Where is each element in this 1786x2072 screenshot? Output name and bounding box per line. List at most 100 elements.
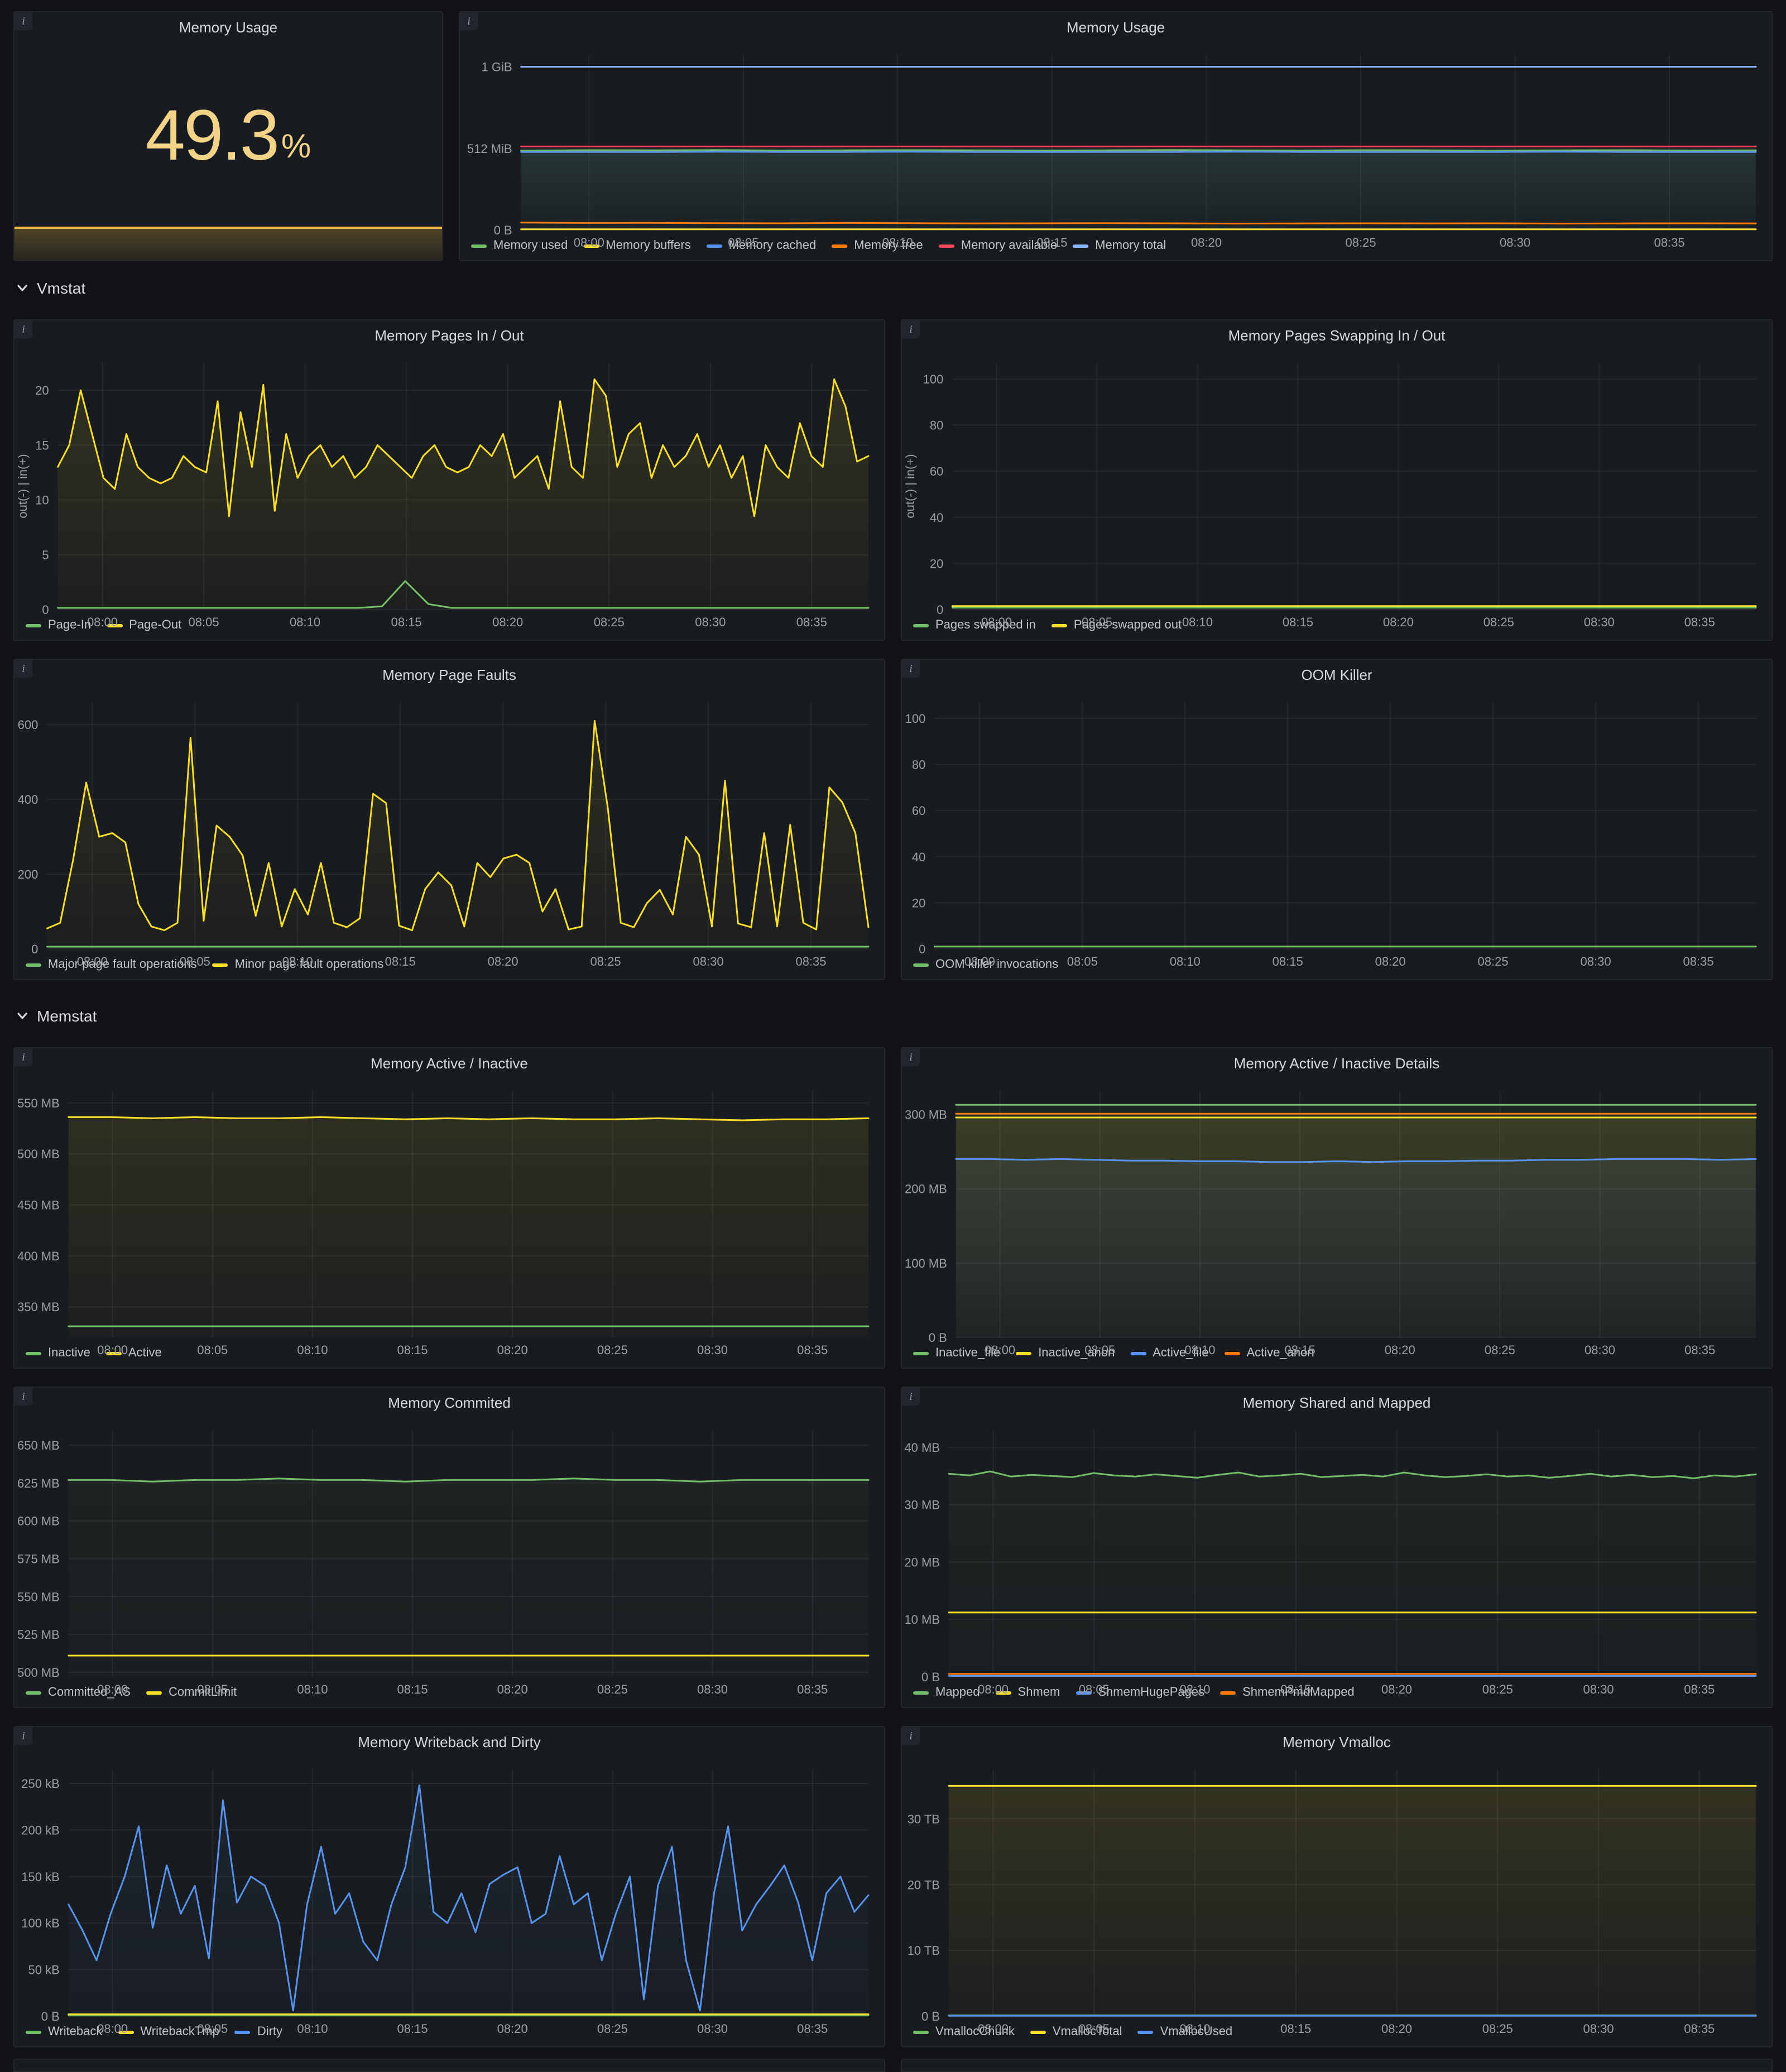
legend-item[interactable]: VmallocChunk bbox=[913, 2025, 1015, 2039]
legend-item[interactable]: VmallocUsed bbox=[1137, 2025, 1232, 2039]
legend-item[interactable]: Shmem bbox=[995, 1686, 1060, 1699]
svg-text:30 MB: 30 MB bbox=[904, 1498, 940, 1512]
legend-item[interactable]: Committed_AS bbox=[26, 1686, 131, 1699]
svg-text:100: 100 bbox=[905, 712, 926, 726]
svg-text:150 kB: 150 kB bbox=[21, 1870, 60, 1884]
panel-title[interactable]: Memory Vmalloc bbox=[1283, 1734, 1391, 1750]
chart-area[interactable]: 08:00 08:05 08:10 08:15 08:20 08:25 08:30 08:35… bbox=[15, 1419, 884, 1696]
legend-item[interactable]: Pages swapped in bbox=[913, 618, 1036, 632]
svg-text:08:30: 08:30 bbox=[1585, 1343, 1615, 1357]
legend-item[interactable]: Active_anon bbox=[1224, 1346, 1314, 1360]
legend-item[interactable]: WritebackTmp bbox=[118, 2025, 219, 2039]
panel-title[interactable]: Memory Usage bbox=[1066, 19, 1165, 36]
legend-item[interactable]: OOM killer invocations bbox=[913, 958, 1058, 971]
chart-area[interactable]: 08:00 08:05 08:10 08:15 08:20 08:25 08:30 08:35… bbox=[15, 1758, 884, 2036]
legend-swatch bbox=[212, 963, 228, 966]
svg-text:08:15: 08:15 bbox=[1283, 615, 1313, 629]
legend-item[interactable]: Page-Out bbox=[107, 618, 181, 632]
legend-item[interactable]: Memory total bbox=[1073, 239, 1166, 252]
legend-item[interactable]: Active_file bbox=[1130, 1346, 1208, 1360]
legend-swatch bbox=[107, 623, 123, 627]
panel-info-icon[interactable]: i bbox=[15, 12, 32, 30]
svg-text:08:05: 08:05 bbox=[197, 1682, 228, 1696]
legend-item[interactable]: Memory free bbox=[832, 239, 923, 252]
svg-text:08:15: 08:15 bbox=[397, 1682, 428, 1696]
legend-item[interactable]: Memory cached bbox=[706, 239, 816, 252]
panel-info-icon[interactable]: i bbox=[15, 320, 32, 338]
panel-title[interactable]: Memory Active / Inactive bbox=[371, 1055, 528, 1072]
chart-area[interactable]: 08:00 08:05 08:10 08:15 08:20 08:25 08:30 08:35… bbox=[902, 1419, 1771, 1696]
panel-title[interactable]: Memory Active / Inactive Details bbox=[1233, 1055, 1440, 1072]
svg-text:08:15: 08:15 bbox=[1285, 1343, 1316, 1357]
legend-item[interactable]: Active bbox=[105, 1346, 162, 1360]
legend-item[interactable]: Major page fault operations bbox=[26, 958, 197, 971]
legend-item[interactable]: Page-In bbox=[26, 618, 91, 632]
chart-area[interactable]: 08:00 08:05 08:10 08:15 08:20 08:25 08:30 08:35… bbox=[902, 691, 1771, 968]
panel-title[interactable]: Memory Writeback and Dirty bbox=[358, 1734, 541, 1750]
legend-item[interactable]: Mapped bbox=[913, 1686, 980, 1699]
legend-item[interactable]: Memory available bbox=[938, 239, 1057, 252]
legend-label: Pages swapped out bbox=[1073, 618, 1182, 632]
legend-item[interactable]: CommitLimit bbox=[146, 1686, 237, 1699]
legend-item[interactable]: Inactive bbox=[26, 1346, 90, 1360]
legend-item[interactable]: Minor page fault operations bbox=[212, 958, 383, 971]
legend-item[interactable]: Inactive_file bbox=[913, 1346, 1000, 1360]
svg-text:450 MB: 450 MB bbox=[17, 1198, 60, 1212]
svg-text:08:05: 08:05 bbox=[197, 1343, 228, 1357]
svg-text:08:25: 08:25 bbox=[1483, 615, 1514, 629]
gauge-number: 49.3 bbox=[145, 95, 280, 175]
svg-text:08:30: 08:30 bbox=[697, 1343, 728, 1357]
panel-info-icon[interactable]: i bbox=[902, 1048, 920, 1066]
panel-memory-writeback-dirty: i Memory Writeback and Dirty 08:00 08:05 0… bbox=[13, 1726, 885, 2047]
panel-info-icon[interactable]: i bbox=[15, 1388, 32, 1406]
panel-info-icon[interactable]: i bbox=[902, 1727, 920, 1745]
legend-item[interactable]: ShmemPmdMapped bbox=[1220, 1686, 1355, 1699]
panel-title[interactable]: Memory Pages Swapping In / Out bbox=[1228, 327, 1446, 344]
legend-item[interactable]: ShmemHugePages bbox=[1076, 1686, 1204, 1699]
chart-area[interactable]: 08:00 08:05 08:10 08:15 08:20 08:25 08:30 08:35… bbox=[902, 1758, 1771, 2036]
panel-title[interactable]: Memory Pages In / Out bbox=[375, 327, 524, 344]
svg-text:100 kB: 100 kB bbox=[21, 1916, 60, 1930]
legend-item[interactable]: VmallocTotal bbox=[1030, 2025, 1122, 2039]
legend-item[interactable]: Inactive_anon bbox=[1016, 1346, 1115, 1360]
panel-info-icon[interactable]: i bbox=[15, 1048, 32, 1066]
section-memstat[interactable]: Memstat bbox=[16, 998, 1773, 1034]
svg-text:out(-) | in(+): out(-) | in(+) bbox=[903, 454, 917, 518]
legend-item[interactable]: Writeback bbox=[26, 2025, 102, 2039]
panel-title[interactable]: Memory Commited bbox=[388, 1394, 511, 1411]
panel-title[interactable]: Memory Shared and Mapped bbox=[1242, 1394, 1431, 1411]
chart-area[interactable]: 08:00 08:05 08:10 08:15 08:20 08:25 08:30 08:35… bbox=[902, 352, 1771, 629]
chart-area[interactable]: 08:00 08:05 08:10 08:15 08:20 08:25 08:30 08:35… bbox=[460, 44, 1771, 250]
chart-canvas: 08:00 08:05 08:10 08:15 08:20 08:25 08:30 08:35… bbox=[904, 1430, 1757, 1696]
legend-item[interactable]: Memory used bbox=[471, 239, 568, 252]
panel-info-icon[interactable]: i bbox=[15, 1727, 32, 1745]
legend-swatch bbox=[995, 1691, 1011, 1694]
svg-text:08:35: 08:35 bbox=[797, 2022, 828, 2036]
panel-partial bbox=[901, 2059, 1773, 2072]
panel-info-icon[interactable]: i bbox=[902, 1388, 920, 1406]
panel-info-icon[interactable]: i bbox=[902, 660, 920, 678]
legend-item[interactable]: Memory buffers bbox=[583, 239, 691, 252]
svg-text:08:20: 08:20 bbox=[1383, 615, 1414, 629]
chart-area[interactable]: 08:00 08:05 08:10 08:15 08:20 08:25 08:30 08:35… bbox=[15, 1080, 884, 1357]
row-memstat-3: i Memory Writeback and Dirty 08:00 08:05 0… bbox=[13, 1726, 1773, 2047]
chart-area[interactable]: 08:00 08:05 08:10 08:15 08:20 08:25 08:30 08:35… bbox=[15, 352, 884, 629]
svg-text:0: 0 bbox=[919, 942, 925, 956]
legend-item[interactable]: Dirty bbox=[234, 2025, 282, 2039]
chart-area[interactable]: 08:00 08:05 08:10 08:15 08:20 08:25 08:30 08:35… bbox=[902, 1080, 1771, 1357]
chart-area[interactable]: 08:00 08:05 08:10 08:15 08:20 08:25 08:30 08:35… bbox=[15, 691, 884, 968]
panel-title[interactable]: Memory Page Faults bbox=[382, 666, 516, 683]
panel-info-icon[interactable]: i bbox=[902, 320, 920, 338]
svg-text:200 MB: 200 MB bbox=[905, 1182, 947, 1196]
section-vmstat[interactable]: Vmstat bbox=[16, 270, 1773, 306]
svg-text:08:20: 08:20 bbox=[1375, 955, 1406, 968]
panel-info-icon[interactable]: i bbox=[15, 660, 32, 678]
svg-text:200: 200 bbox=[18, 867, 39, 881]
panel-title[interactable]: Memory Usage bbox=[179, 19, 278, 36]
legend: Writeback WritebackTmp Dirty bbox=[15, 2025, 884, 2046]
svg-text:08:15: 08:15 bbox=[391, 615, 422, 629]
panel-info-icon[interactable]: i bbox=[460, 12, 478, 30]
legend-label: ShmemPmdMapped bbox=[1242, 1686, 1355, 1699]
panel-title[interactable]: OOM Killer bbox=[1301, 666, 1372, 683]
legend-item[interactable]: Pages swapped out bbox=[1051, 618, 1182, 632]
